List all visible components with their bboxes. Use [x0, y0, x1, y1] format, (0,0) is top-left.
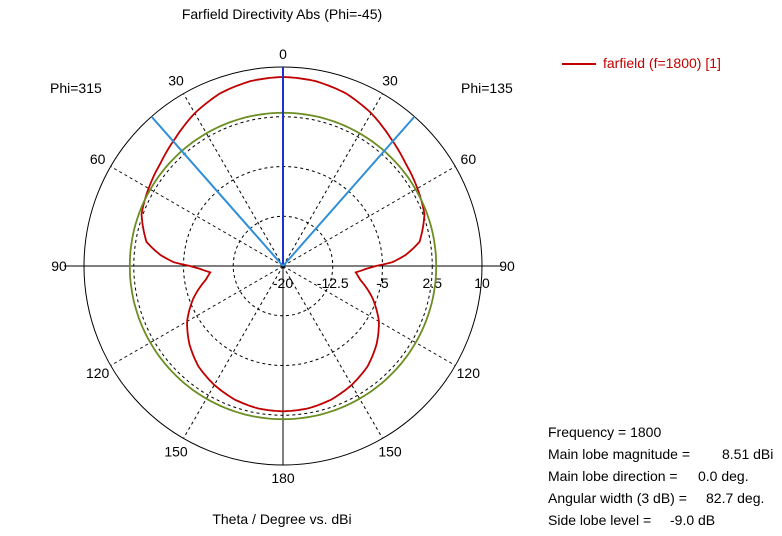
angle-tick-label: 120 [457, 365, 481, 381]
stat-value: -9.0 dB [670, 512, 716, 528]
radial-tick-label: 2.5 [423, 275, 443, 291]
angle-tick-label: 60 [461, 151, 477, 167]
stat-value: 0.0 deg. [698, 468, 749, 484]
angle-tick-label: 60 [90, 151, 106, 167]
stat-label: Angular width (3 dB) = [548, 490, 687, 506]
beamwidth-edge-marker [150, 115, 284, 267]
grid-spoke [183, 265, 284, 439]
stat-label: Main lobe magnitude = [548, 446, 691, 462]
x-axis-label: Theta / Degree vs. dBi [212, 511, 352, 527]
angle-tick-label: 30 [382, 73, 398, 89]
radial-tick-label: 10 [474, 275, 490, 291]
angle-tick-label: 90 [51, 258, 67, 274]
grid-spoke [282, 93, 383, 267]
legend-label: farfield (f=1800) [1] [603, 55, 721, 71]
angle-tick-label: 180 [271, 470, 295, 486]
radial-tick-label: -20 [273, 275, 293, 291]
radial-tick-label: -12.5 [317, 275, 349, 291]
stat-label: Side lobe level = [548, 512, 652, 528]
angle-tick-label: 90 [499, 258, 515, 274]
series-farfield-line [140, 76, 426, 413]
stat-label: Frequency = 1800 [548, 424, 662, 440]
angle-tick-label: 30 [168, 73, 184, 89]
series-reference-circle [128, 111, 438, 421]
grid-spoke [110, 166, 284, 267]
angle-tick-label: 150 [378, 443, 402, 459]
angle-tick-label: 120 [86, 365, 110, 381]
chart-title: Farfield Directivity Abs (Phi=-45) [181, 6, 383, 22]
phi-label-right: Phi=135 [461, 80, 513, 96]
angle-tick-label: 150 [164, 443, 188, 459]
stat-value: 82.7 deg. [706, 490, 765, 506]
angle-tick-label: 0 [279, 46, 287, 62]
legend-swatch [562, 63, 596, 65]
phi-label-left: Phi=315 [50, 80, 102, 96]
beamwidth-edge-marker [282, 115, 416, 267]
radial-tick-label: -5 [376, 275, 389, 291]
stat-value: 8.51 dBi [722, 446, 774, 462]
stat-label: Main lobe direction = [548, 468, 678, 484]
